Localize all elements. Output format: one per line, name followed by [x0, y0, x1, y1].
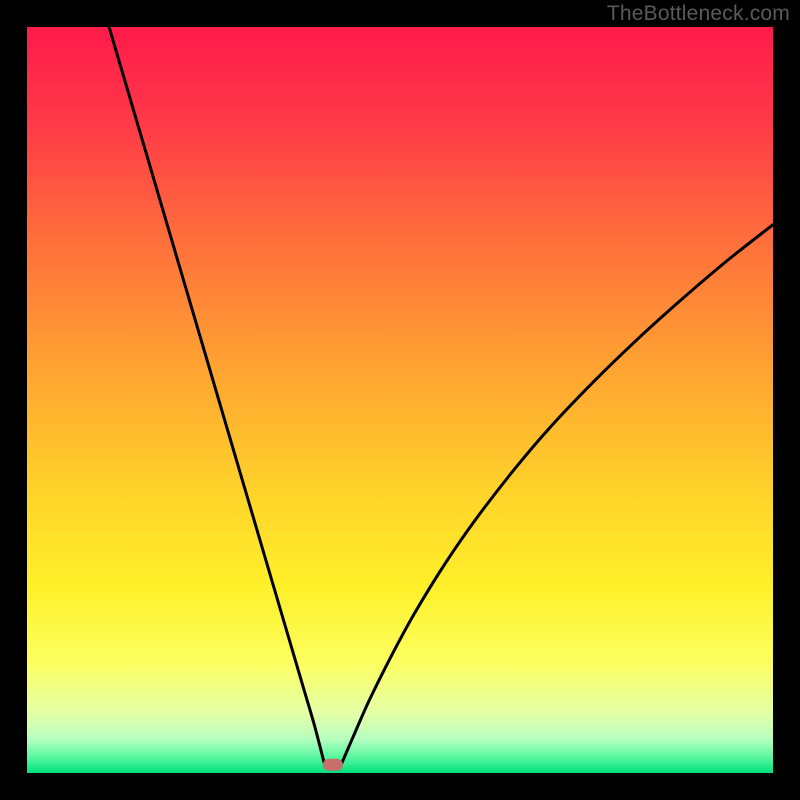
chart-frame: TheBottleneck.com [0, 0, 800, 800]
optimum-marker [323, 759, 343, 771]
gradient-background [27, 27, 773, 773]
watermark-text: TheBottleneck.com [607, 2, 790, 26]
bottleneck-chart [27, 27, 773, 773]
